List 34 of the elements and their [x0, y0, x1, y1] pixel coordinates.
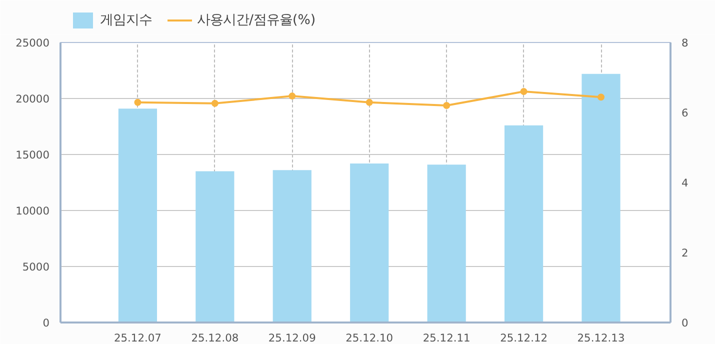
- y-tick-label: 15000: [16, 148, 50, 162]
- x-tick-label: 25.12.08: [191, 332, 239, 344]
- x-tick-label: 25.12.09: [268, 332, 316, 344]
- x-tick-label: 25.12.12: [500, 332, 548, 344]
- x-tick-label: 25.12.10: [346, 332, 394, 344]
- x-tick-label: 25.12.13: [577, 332, 625, 344]
- y2-tick-label: 6: [682, 106, 688, 120]
- y2-tick-label: 8: [682, 36, 688, 50]
- point: [211, 100, 218, 107]
- bar: [427, 164, 466, 322]
- point: [134, 98, 142, 106]
- y2-tick-label: 4: [682, 176, 688, 190]
- point: [366, 98, 373, 106]
- point: [443, 102, 450, 109]
- bar: [118, 108, 158, 322]
- legend-label: 게임지수: [100, 12, 152, 29]
- y-tick-label: 10000: [16, 204, 50, 218]
- y-tick-label: 20000: [16, 92, 50, 106]
- y2-tick-label: 2: [682, 246, 688, 260]
- x-tick-label: 25.12.07: [114, 332, 162, 344]
- bar: [504, 125, 544, 322]
- x-tick-label: 25.12.11: [422, 332, 470, 344]
- legend-label: 사용시간/점유율(%): [197, 12, 316, 29]
- point: [288, 92, 296, 100]
- bar: [196, 171, 234, 322]
- y-tick-label: 25000: [16, 36, 50, 50]
- y-tick-label: 0: [42, 316, 50, 330]
- point: [598, 94, 605, 101]
- point: [520, 88, 528, 95]
- bar: [350, 163, 389, 322]
- bar: [582, 74, 620, 322]
- y-tick-label: 5000: [22, 260, 50, 274]
- bar: [272, 170, 312, 322]
- y2-tick-label: 0: [682, 316, 688, 330]
